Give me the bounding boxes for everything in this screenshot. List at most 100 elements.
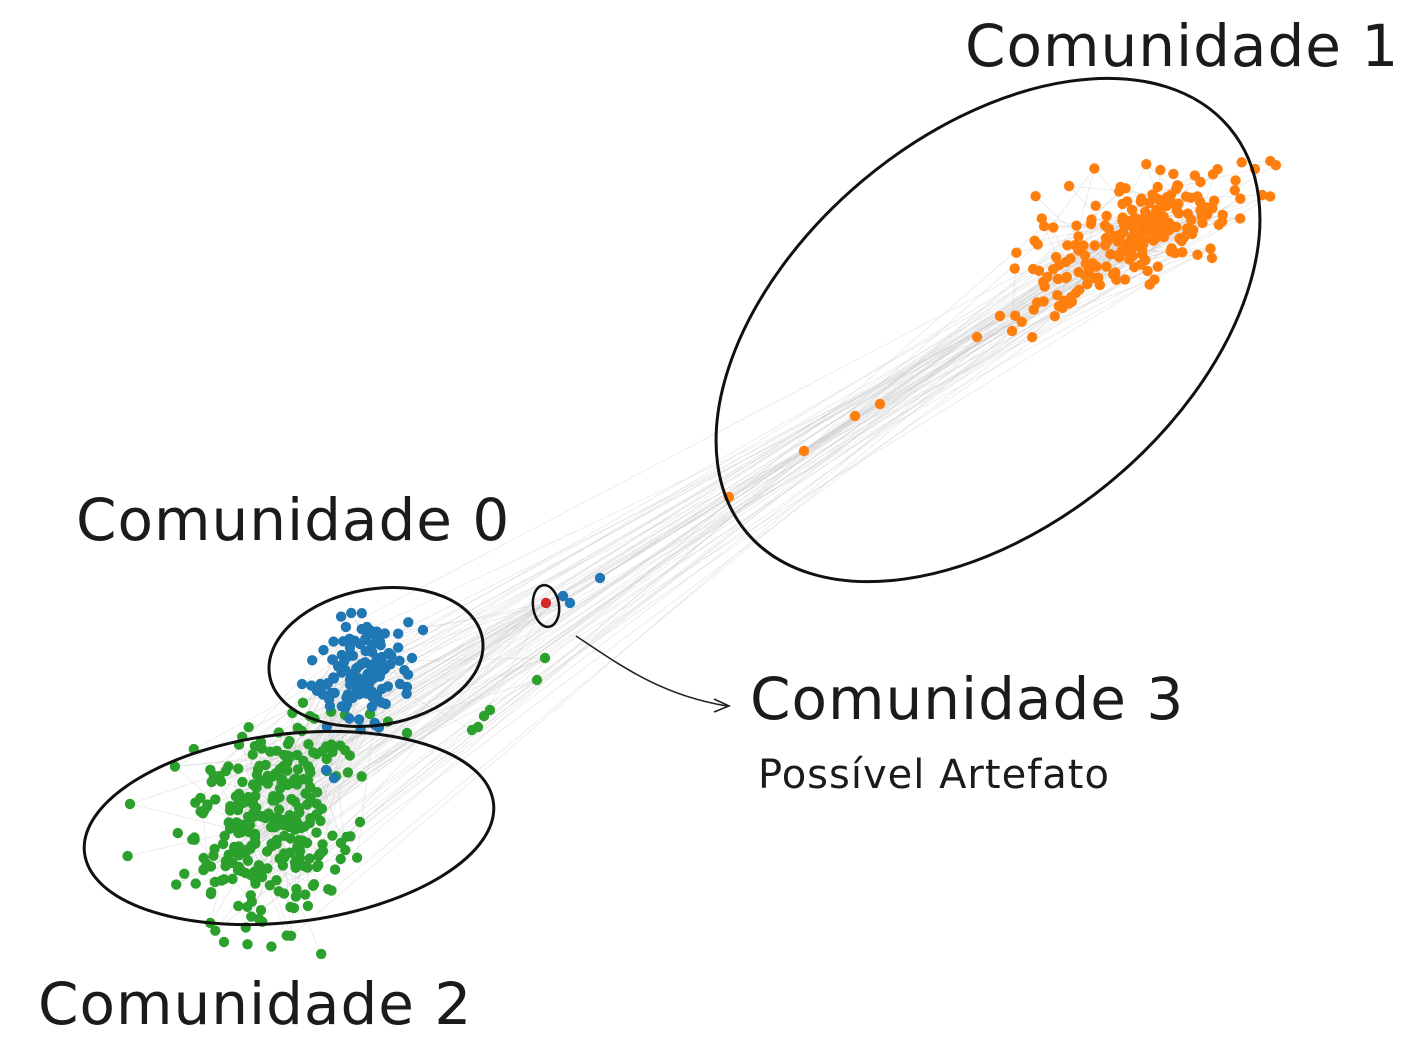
community-2-node <box>262 863 273 874</box>
community-1-node <box>1209 195 1220 206</box>
community-1-node <box>1129 261 1140 273</box>
outline-layer <box>82 76 1262 927</box>
community-2-node <box>293 835 304 846</box>
community-0-node <box>324 700 336 712</box>
community-1-node <box>1112 250 1123 261</box>
community-1-node <box>1141 159 1152 170</box>
community-2-node <box>249 828 261 840</box>
graph-edge <box>209 822 237 923</box>
community-2-node <box>270 795 281 806</box>
community-2-node <box>242 939 253 950</box>
graph-edge <box>331 602 547 745</box>
community-1-outline <box>714 76 1262 584</box>
community-1-node <box>1230 175 1241 186</box>
community-1-node <box>1062 240 1073 251</box>
community-1-node <box>1079 250 1091 261</box>
community-1-node <box>1099 220 1111 231</box>
community-2-node <box>282 750 293 761</box>
community-1-node <box>1038 221 1050 232</box>
community-0-node <box>417 624 429 636</box>
community-2-node <box>227 873 238 885</box>
graph-edge <box>483 602 547 717</box>
community-2-node <box>179 868 190 879</box>
community-2-node <box>253 860 265 871</box>
community-1-node <box>1049 311 1061 322</box>
community-1-node <box>1065 292 1077 303</box>
community-0-node <box>328 772 340 784</box>
community-1-node <box>1052 273 1064 285</box>
node-layer <box>122 155 1282 960</box>
community-2-node <box>262 778 273 789</box>
community-0-node <box>318 644 329 656</box>
graph-edge <box>314 286 1045 720</box>
graph-edge <box>174 754 285 767</box>
community-2-node <box>202 799 213 810</box>
community-2-node <box>269 822 280 833</box>
community-1-node <box>1144 279 1155 290</box>
graph-edge <box>260 250 1079 782</box>
community-0-node <box>356 608 367 619</box>
community-2-node <box>315 815 326 827</box>
community-1-node <box>1074 284 1085 295</box>
community-2-node <box>293 802 305 814</box>
community-1-node <box>1110 267 1121 278</box>
community-2-node <box>224 823 236 834</box>
community-1-node <box>1085 218 1097 230</box>
community-2-node <box>291 883 302 895</box>
community-2-node <box>210 794 221 805</box>
graph-edge <box>1032 223 1092 270</box>
community-1-node <box>1235 213 1246 224</box>
community-2-node <box>401 727 413 739</box>
community-1-node <box>1229 185 1241 196</box>
community-2-node <box>303 739 314 750</box>
graph-edge <box>320 602 547 854</box>
community-2-node <box>209 843 220 855</box>
community-2-node <box>277 860 289 871</box>
community-1-node <box>1213 219 1225 230</box>
community-2-node <box>217 838 229 850</box>
community-2-node <box>216 875 227 886</box>
community-2-node <box>233 763 244 774</box>
community-2-node <box>250 837 261 848</box>
community-1-node <box>1212 164 1223 175</box>
community-2-node <box>233 861 245 873</box>
community-0-node <box>340 621 352 633</box>
community-0-node <box>317 689 329 700</box>
community-2-node <box>302 900 314 912</box>
community-0-node <box>406 652 418 664</box>
community-1-node <box>1128 222 1139 233</box>
community-1-node <box>1170 247 1181 259</box>
community-1-node <box>1063 180 1075 192</box>
community-0-node <box>296 678 308 690</box>
community-1-node <box>1158 232 1170 243</box>
community-2-node <box>344 750 355 761</box>
community-1-node <box>1152 181 1163 193</box>
community-2-node <box>237 776 248 788</box>
community-0-node <box>344 713 355 724</box>
community-2-node <box>250 878 261 889</box>
graph-edge <box>545 237 1157 604</box>
community-2-node <box>321 741 332 752</box>
community-2-node <box>327 830 338 841</box>
arrow-head <box>713 698 732 713</box>
community-2-node <box>316 803 328 814</box>
community-0-node <box>359 657 371 668</box>
community-0-node <box>320 764 332 776</box>
community-1-node <box>1011 247 1022 258</box>
community-1-node <box>1029 235 1040 246</box>
community-2-node <box>302 862 313 873</box>
community-0-node <box>402 669 414 680</box>
graph-edge <box>251 294 1058 846</box>
community-1-node <box>1152 261 1164 272</box>
graph-edge <box>203 415 856 870</box>
community-1-node <box>1138 238 1149 250</box>
community-2-node <box>539 652 551 664</box>
community-2-node <box>356 771 367 782</box>
community-1-node <box>994 310 1006 322</box>
community-1-node <box>1117 212 1128 223</box>
community-2-node <box>285 930 297 941</box>
graph-edge <box>286 602 547 826</box>
graph-edge <box>290 278 1059 937</box>
community-0-node <box>340 702 351 713</box>
